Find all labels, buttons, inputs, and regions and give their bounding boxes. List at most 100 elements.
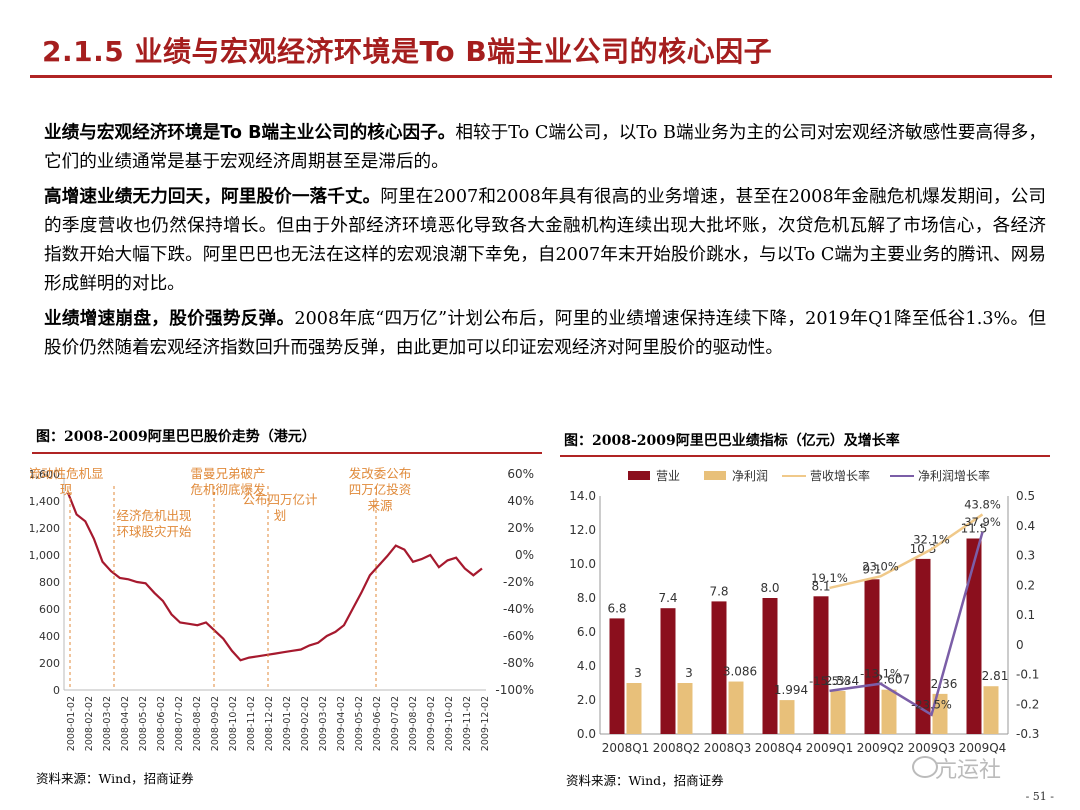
chart2-profit-bar: [983, 686, 999, 734]
chart2-x-tick: 2009Q4: [959, 741, 1007, 755]
chart2-x-tick: 2008Q1: [602, 741, 650, 755]
chart1-x-tick: 2008-10-02: [228, 696, 239, 751]
chart2-revenue-label: 6.8: [607, 601, 626, 615]
chart1-right-tick: 0%: [515, 548, 534, 562]
chart2-profit-growth-label: 37.9%: [964, 515, 1001, 529]
chart1-x-tick: 2009-08-02: [408, 696, 419, 751]
paragraph-2: 高增速业绩无力回天，阿里股价一落千丈。阿里在2007和2008年具有很高的业务增…: [44, 183, 1046, 299]
chart2-revenue-label: 7.4: [658, 591, 677, 605]
chart1-x-tick: 2009-05-02: [354, 696, 365, 751]
chart2-profit-growth-label: -13.1%: [860, 667, 901, 681]
chart1-x-tick: 2008-09-02: [210, 696, 221, 751]
chart2-x-tick: 2009Q2: [857, 741, 905, 755]
chart1-x-tick: 2008-01-02: [66, 696, 77, 751]
chart2-profit-label: 3: [685, 666, 693, 680]
chart2-profit-bar: [728, 681, 744, 734]
chart2-revenue-bar: [660, 608, 676, 734]
chart2-revenue-label: 8.1: [811, 579, 830, 593]
chart1-right-tick: 20%: [507, 521, 534, 535]
chart1-x-tick: 2009-07-02: [390, 696, 401, 751]
figure1-source: 资料来源：Wind，招商证券: [36, 771, 194, 786]
chart2-profit-bar: [830, 690, 846, 734]
chart2-revenue-growth-label: 43.8%: [964, 497, 1001, 511]
chart1-annotation-text: 来源: [367, 498, 393, 513]
chart2-right-tick: 0.5: [1016, 489, 1035, 503]
chart2-legend-label: 营业: [656, 469, 680, 483]
chart2-revenue-bar: [864, 579, 880, 734]
chart2-left-tick: 12.0: [569, 523, 596, 537]
chart1-x-tick: 2008-12-02: [264, 696, 275, 751]
chart1-right-tick: -40%: [503, 602, 534, 616]
chart2-x-tick: 2008Q3: [704, 741, 752, 755]
chart2-revenue-bar: [813, 596, 829, 734]
chart1-left-tick: 800: [39, 576, 60, 589]
chart2-profit-label: 1.994: [774, 683, 808, 697]
chart2-revenue-bar: [711, 601, 727, 734]
paragraph-1: 业绩与宏观经济环境是To B端主业公司的核心因子。相较于To C端公司，以To …: [44, 119, 1046, 177]
chart2-legend-label: 净利润增长率: [918, 468, 990, 483]
page-title: 2.1.5 业绩与宏观经济环境是To B端主业公司的核心因子: [42, 35, 773, 68]
chart2-right-tick: 0.4: [1016, 519, 1035, 533]
chart1-annotation-text: 雷曼兄弟破产: [190, 466, 265, 481]
figure2-divider: [560, 455, 1050, 457]
chart2-profit-bar: [881, 689, 897, 734]
chart1-x-tick: 2009-06-02: [372, 696, 383, 751]
chart1-x-tick: 2008-06-02: [156, 696, 167, 751]
chart2-revenue-growth-label: 32.1%: [913, 532, 950, 546]
chart2-revenue-label: 7.8: [709, 584, 728, 598]
chart1-left-tick: 200: [39, 657, 60, 670]
chart2-revenue-label: 10.3: [910, 542, 937, 556]
chart2-x-tick: 2009Q1: [806, 741, 854, 755]
chart2-x-tick: 2008Q4: [755, 741, 803, 755]
chart2-profit-bar: [626, 683, 642, 734]
chart2-profit-label: 3.086: [723, 665, 757, 679]
chart2-x-tick: 2009Q3: [908, 741, 956, 755]
chart2-right-tick: 0.3: [1016, 549, 1035, 563]
chart1-annotation-text: 公布四万亿计: [242, 492, 317, 507]
chart2-legend-swatch: [628, 471, 650, 480]
chart2-profit-growth-label: -15.5%: [809, 674, 850, 688]
chart2-profit-bar: [932, 693, 948, 734]
chart2-profit-label: 2.36: [931, 677, 958, 691]
chart1-left-tick: 400: [39, 630, 60, 643]
chart1-x-tick: 2009-04-02: [336, 696, 347, 751]
chart1-right-tick: 60%: [507, 467, 534, 481]
chart1-x-tick: 2008-08-02: [192, 696, 203, 751]
chart1-x-tick: 2008-02-02: [84, 696, 95, 751]
chart2-profit-label: 2.81: [982, 669, 1009, 683]
chart1-annotation-text: 经济危机出现: [116, 508, 191, 523]
chart2-revenue-growth-line: [829, 513, 984, 590]
body-text: 业绩与宏观经济环境是To B端主业公司的核心因子。相较于To C端公司，以To …: [44, 119, 1046, 369]
chart2-profit-bar: [779, 700, 795, 734]
chart1-x-tick: 2009-03-02: [318, 696, 329, 751]
figure1-divider: [32, 452, 542, 454]
paragraph-2-text: 阿里在2007和2008年具有很高的业务增速，甚至在2008年金融危机爆发期间，…: [44, 187, 1046, 294]
chart1-right-tick: -60%: [503, 629, 534, 643]
chart2-right-tick: 0: [1016, 638, 1024, 652]
chart2-revenue-label: 8.0: [760, 581, 779, 595]
chart1-annotation-text: 划: [274, 508, 287, 523]
chart1-annotation-text: 四万亿投资: [349, 482, 412, 497]
paragraph-3: 业绩增速崩盘，股价强势反弹。2008年底“四万亿”计划公布后，阿里的业绩增速保持…: [44, 305, 1046, 363]
chart2-left-tick: 0.0: [577, 727, 596, 741]
chart1-left-tick: 1,400: [30, 495, 60, 508]
chart2-legend-swatch: [704, 471, 726, 480]
chart2-profit-label: 2.607: [876, 673, 910, 687]
chart2-profit-label: 3: [634, 666, 642, 680]
chart2-profit-bar: [677, 683, 693, 734]
chart1-x-tick: 2008-11-02: [246, 696, 257, 751]
chart2-legend-label: 净利润: [732, 469, 768, 483]
chart1-left-tick: 1,200: [30, 522, 60, 535]
chart2-profit-growth-label: -23.5%: [911, 698, 952, 712]
figure1-title: 图：2008-2009阿里巴巴股价走势（港元）: [36, 429, 316, 445]
chart1-annotation-text: 流动性危机显: [30, 466, 104, 481]
chart1-right-tick: -80%: [503, 656, 534, 670]
chart2-revenue-bar: [609, 618, 625, 734]
chart2-revenue-growth-label: 19.1%: [811, 571, 848, 585]
chart1-x-tick: 2009-09-02: [426, 696, 437, 751]
chart1-left-tick: 600: [39, 603, 60, 616]
chart1-x-tick: 2009-01-02: [282, 696, 293, 751]
chart1-x-tick: 2009-12-02: [480, 696, 491, 751]
chart1-annotation-text: 发改委公布: [349, 466, 412, 481]
chart1-x-tick: 2008-07-02: [174, 696, 185, 751]
